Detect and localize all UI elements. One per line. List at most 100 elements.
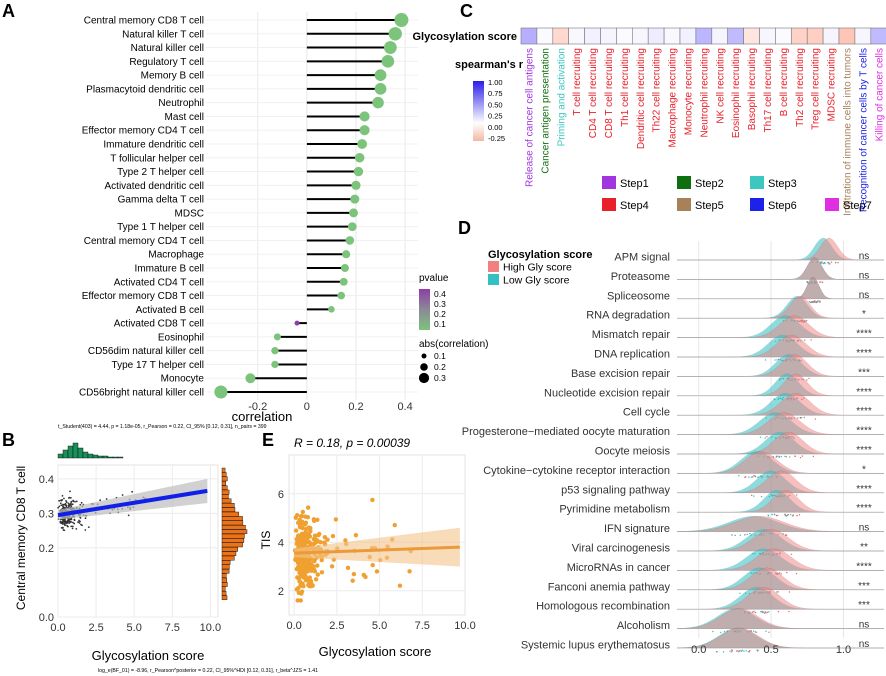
top-histogram-bar [62, 449, 69, 459]
scatter-point [59, 520, 62, 523]
heatmap-cell [806, 27, 824, 45]
ridge-jitter-point [797, 417, 799, 419]
ridge-jitter-point [785, 456, 787, 458]
ridge-pathway-label: Nucleotide excision repair [544, 387, 670, 399]
scatter-point [307, 539, 312, 545]
step-legend-swatch [677, 198, 691, 211]
scatter-point [363, 574, 368, 580]
heatmap-column-label: Cancer antigen presentation [540, 48, 551, 174]
ridge-jitter-point [722, 651, 725, 653]
ridge-jitter-point [751, 611, 754, 613]
scatter-point [329, 564, 335, 569]
side-histogram-bar [221, 564, 230, 570]
scatter-point [298, 523, 303, 528]
ridge-jitter-point [830, 261, 833, 263]
scatter-point [299, 560, 305, 565]
scatter-point [63, 529, 66, 532]
heatmap-legend-tick: 0.75 [488, 89, 503, 98]
panel-a-y-labels: Central memory CD8 T cell Natural killer … [79, 16, 204, 399]
ridge-legend-swatch [488, 274, 499, 285]
scatter-point [301, 574, 306, 580]
lollipop-dot [374, 82, 387, 95]
scatter-point [302, 567, 307, 573]
scatter-point [63, 520, 65, 523]
heatmap-cell [536, 27, 554, 45]
lollipop-dot [394, 12, 409, 28]
scatter-point [69, 496, 72, 499]
lollipop-dot [381, 55, 395, 68]
panel-e-fit-line [294, 545, 460, 555]
scatter-point [350, 578, 355, 583]
scatter-point [75, 500, 78, 503]
ridge-high-gly [677, 412, 884, 435]
side-histogram-bar [221, 586, 226, 592]
ridge-pathway-label: Pyrimidine metabolism [559, 504, 670, 516]
scatter-point [294, 587, 299, 592]
ridge-jitter-point [740, 650, 743, 652]
top-histogram-bar [72, 442, 79, 459]
lollipop-cell-label: Regulatory T cell [129, 57, 204, 68]
ridge-jitter-point [837, 261, 839, 264]
side-histogram-bar [221, 555, 235, 561]
ridge-jitter-point [765, 630, 767, 633]
ridge-pathway-label: Systemic lupus erythematosus [521, 640, 671, 652]
ridge-jitter-point [809, 301, 812, 304]
scatter-point [70, 502, 72, 504]
top-histogram-bar [82, 451, 89, 459]
ridge-high-gly [676, 627, 884, 649]
ridge-jitter-point [751, 476, 754, 478]
ridge-jitter-point [777, 610, 780, 613]
panel-b-x-tick-label: 7.5 [165, 622, 180, 634]
scatter-point [71, 521, 74, 524]
ridge-significance-label: ** [860, 542, 868, 553]
ridge-jitter-point [804, 339, 806, 341]
heatmap-cell [520, 27, 538, 45]
heatmap-column-label: Th2 cell recruiting [795, 48, 806, 127]
ridge-jitter-point [780, 573, 782, 575]
ridge-jitter-point [822, 262, 825, 265]
lollipop-cell-label: Central memory CD4 T cell [84, 236, 204, 247]
heatmap-cell [552, 27, 569, 45]
scatter-point [69, 521, 72, 524]
top-histogram-bar [67, 445, 74, 459]
panel-e-y-axis-title: TIS [259, 531, 273, 550]
heatmap-legend-tick: 0.25 [488, 112, 503, 121]
lollipop-cell-label: Activated B cell [136, 305, 204, 316]
ridge-jitter-point [773, 513, 776, 516]
panel-label-b: B [2, 430, 15, 450]
ridge-jitter-point [788, 610, 790, 613]
ridge-jitter-point [801, 455, 804, 457]
scatter-point [307, 575, 313, 580]
heatmap-cell [647, 27, 665, 45]
lollipop-dot [388, 27, 402, 41]
ridge-jitter-point [754, 631, 757, 633]
ridge-significance-label: * [862, 464, 866, 475]
ridge-high-gly [677, 315, 884, 338]
ridge-jitter-point [765, 611, 767, 614]
ridge-jitter-point [778, 455, 780, 458]
ridge-jitter-point [780, 455, 782, 458]
lollipop-cell-label: Type 2 T helper cell [117, 167, 204, 178]
ridge-jitter-point [720, 631, 722, 634]
heatmap-column-label: B cell recruiting [779, 48, 790, 116]
top-histogram-bar [77, 447, 84, 459]
scatter-point [311, 536, 316, 542]
lollipop-cell-label: Natural killer cell [131, 43, 204, 54]
scatter-point [68, 504, 71, 507]
scatter-point [330, 533, 336, 539]
ridge-jitter-point [747, 650, 750, 653]
scatter-point [70, 525, 73, 528]
ridge-jitter-point [820, 281, 822, 283]
scatter-point [127, 514, 130, 517]
lollipop-cell-label: Plasmacytoid dendritic cell [86, 84, 204, 95]
scatter-point [319, 570, 325, 575]
panel-b-y-tick-label: 0.2 [39, 543, 54, 555]
ridge-jitter-point [814, 418, 817, 420]
lollipop-cell-label: CD56bright natural killer cell [79, 388, 204, 399]
ridge-jitter-point [817, 300, 819, 302]
ridge-jitter-point [812, 300, 815, 303]
heatmap-legend-tick: -0.25 [488, 134, 505, 143]
heatmap-column-label: MDSC recruiting [827, 48, 838, 121]
scatter-point [65, 501, 68, 504]
side-histogram-bar [221, 591, 227, 596]
